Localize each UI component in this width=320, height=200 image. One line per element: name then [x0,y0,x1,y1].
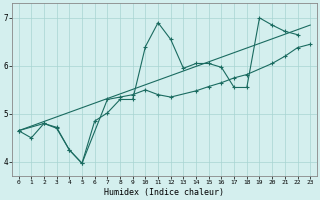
X-axis label: Humidex (Indice chaleur): Humidex (Indice chaleur) [104,188,224,197]
